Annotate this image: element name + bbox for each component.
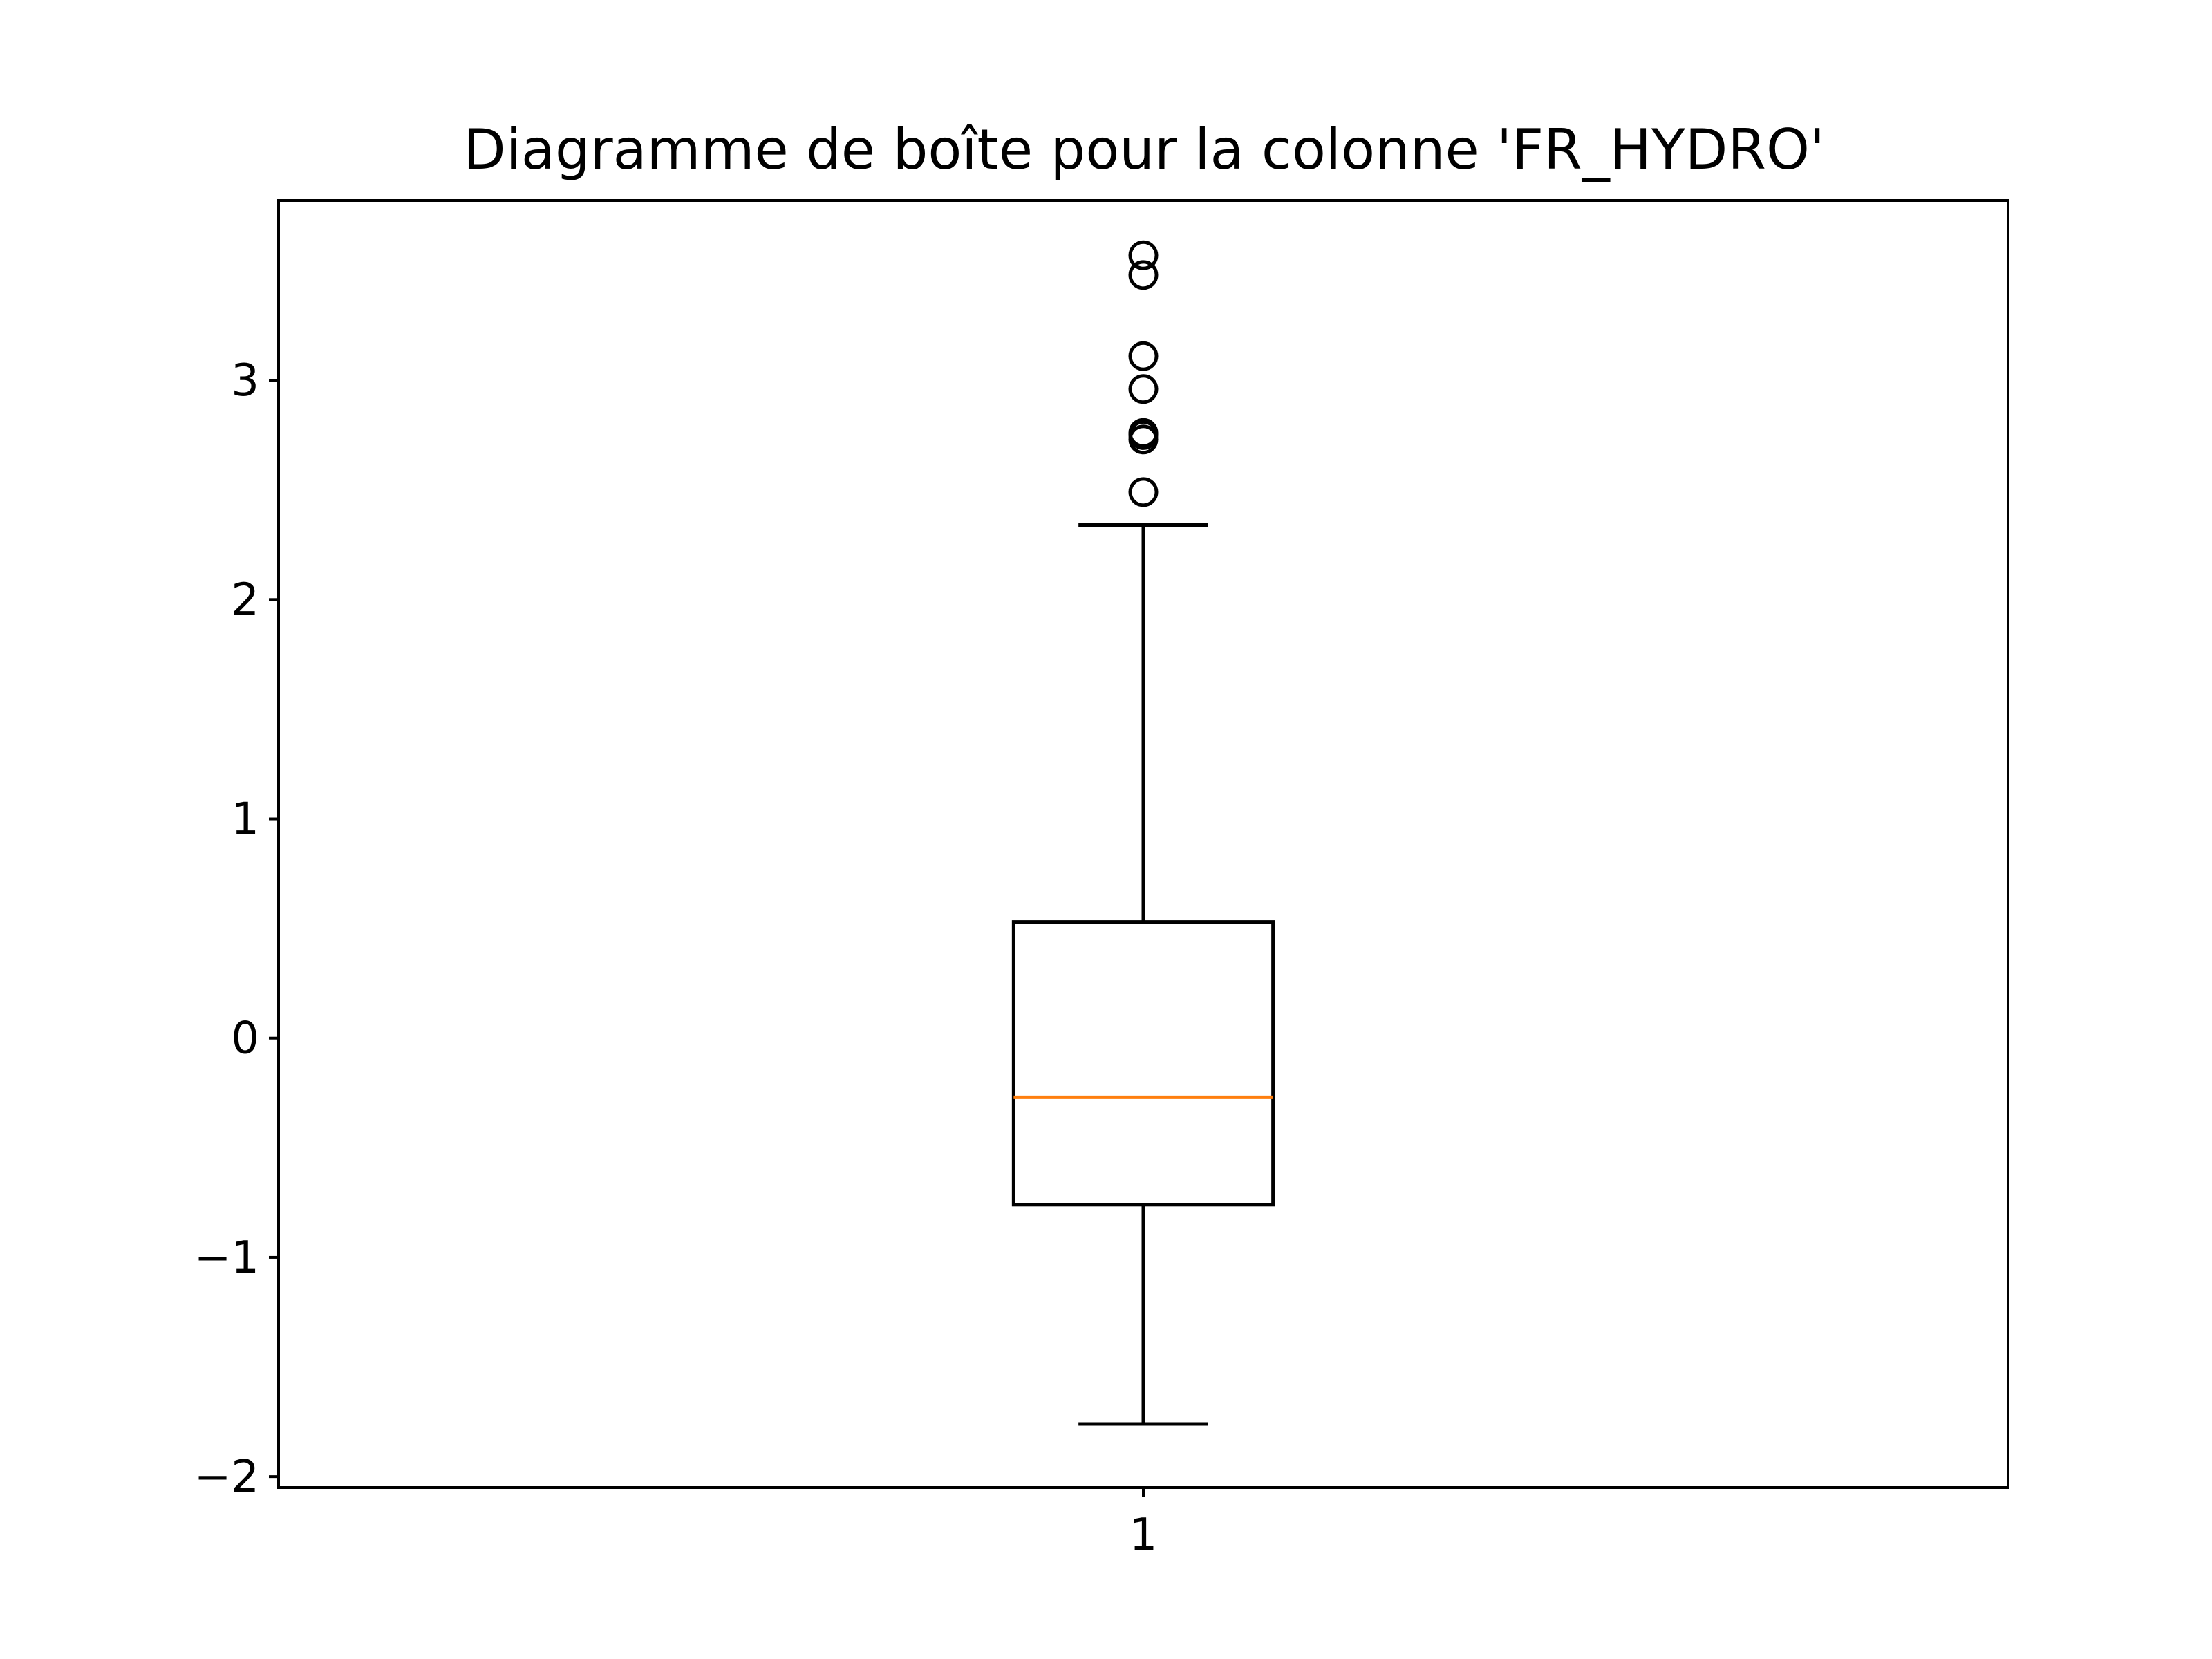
x-tick-label: 1 <box>1130 1510 1158 1561</box>
box-group <box>1011 240 1275 1426</box>
chart-title: Diagramme de boîte pour la colonne 'FR_H… <box>463 118 1825 182</box>
outlier-point <box>1128 260 1159 290</box>
y-tick-label: 3 <box>231 355 259 406</box>
outlier-point <box>1128 374 1159 404</box>
y-tick-label: 2 <box>231 574 259 626</box>
y-axis: −2 −1 0 1 2 3 <box>194 355 279 1503</box>
x-axis: 1 <box>1130 1488 1158 1561</box>
y-tick-label: 1 <box>231 794 259 845</box>
y-tick-label: −1 <box>194 1232 259 1284</box>
iqr-box <box>1011 920 1275 1207</box>
outlier-point <box>1128 477 1159 507</box>
outlier-point <box>1128 341 1159 371</box>
outlier-point <box>1128 240 1159 270</box>
outlier-point <box>1128 418 1159 448</box>
y-tick-label: −2 <box>194 1452 259 1503</box>
y-tick-label: 0 <box>231 1013 259 1065</box>
